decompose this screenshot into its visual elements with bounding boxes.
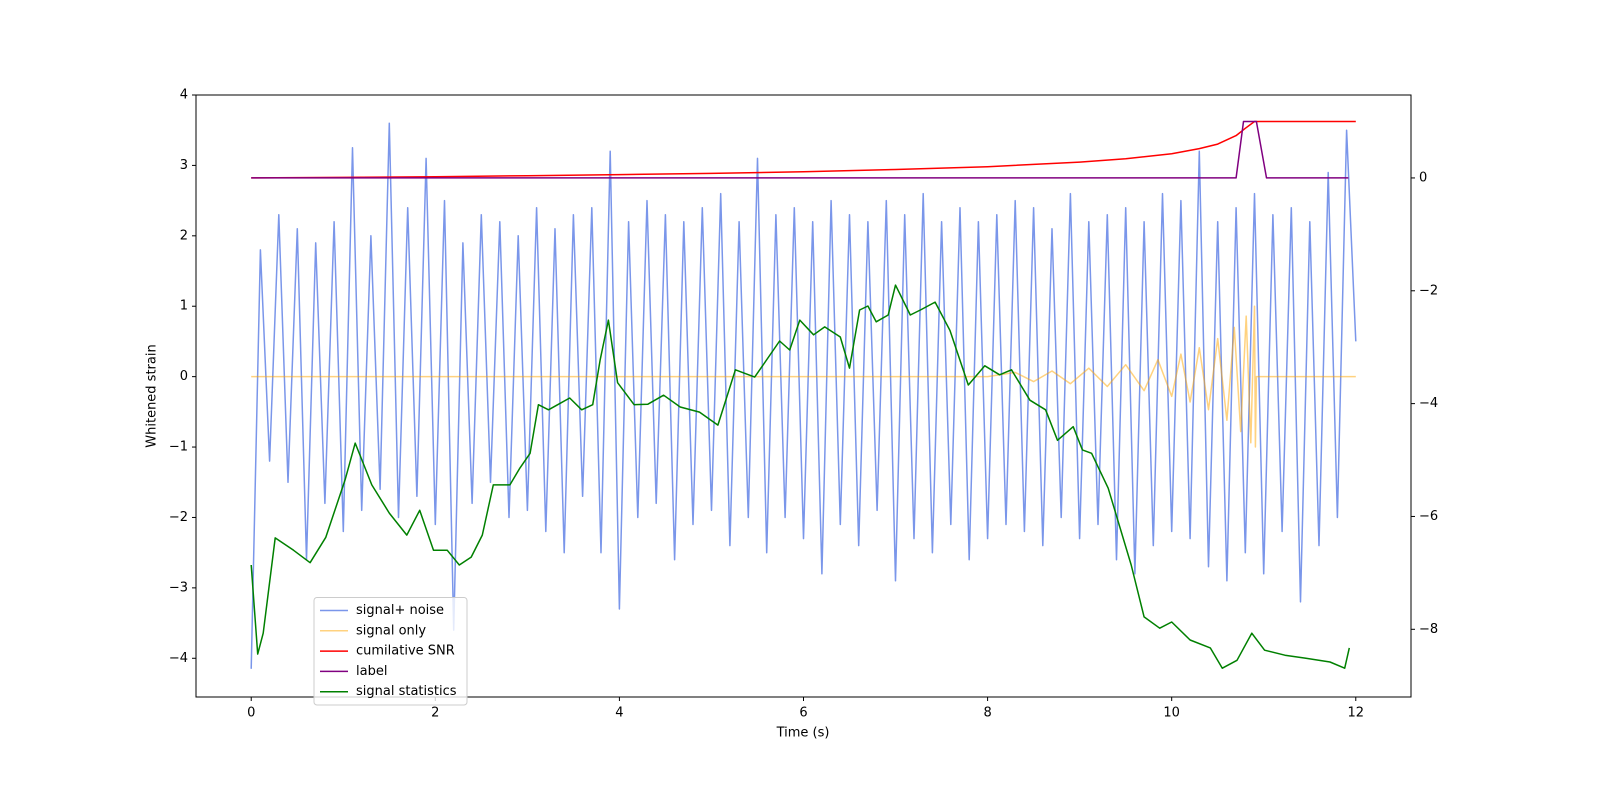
series-line <box>250 122 1357 669</box>
series-line <box>251 120 1356 179</box>
x-axis-label: Time (s) <box>776 726 830 741</box>
series-line <box>251 120 1349 179</box>
y2-tick-label: −4 <box>1419 396 1438 411</box>
y-tick-label: 1 <box>180 299 188 314</box>
y-tick-label: 0 <box>180 369 188 384</box>
legend-label: signal statistics <box>356 684 457 699</box>
y2-tick-label: 0 <box>1419 170 1427 185</box>
legend-label: label <box>356 664 387 679</box>
x-tick-label: 2 <box>431 706 439 721</box>
y-axis-label: Whitened strain <box>145 344 160 447</box>
y-tick-label: 3 <box>180 158 188 173</box>
y-tick-label: −3 <box>169 580 188 595</box>
legend-box <box>313 597 468 706</box>
y-tick-label: −1 <box>169 440 188 455</box>
series-line <box>251 305 1356 448</box>
legend-label: cumilative SNR <box>356 644 455 659</box>
x-tick-label: 10 <box>1163 706 1180 721</box>
y2-tick-label: −2 <box>1419 283 1438 298</box>
y-tick-label: 2 <box>180 228 188 243</box>
legend-label: signal only <box>356 623 426 638</box>
x-tick-label: 0 <box>247 706 255 721</box>
x-tick-label: 6 <box>799 706 807 721</box>
y-tick-label: −4 <box>169 651 188 666</box>
y-tick-label: 4 <box>180 88 188 103</box>
y2-tick-label: −6 <box>1419 509 1438 524</box>
x-tick-label: 8 <box>983 706 991 721</box>
x-tick-label: 12 <box>1347 706 1364 721</box>
plot-area <box>250 120 1357 669</box>
y-tick-label: −2 <box>169 510 188 525</box>
x-tick-label: 4 <box>615 706 623 721</box>
y2-tick-label: −8 <box>1419 622 1438 637</box>
series-line <box>250 284 1351 669</box>
legend-label: signal+ noise <box>356 603 444 618</box>
